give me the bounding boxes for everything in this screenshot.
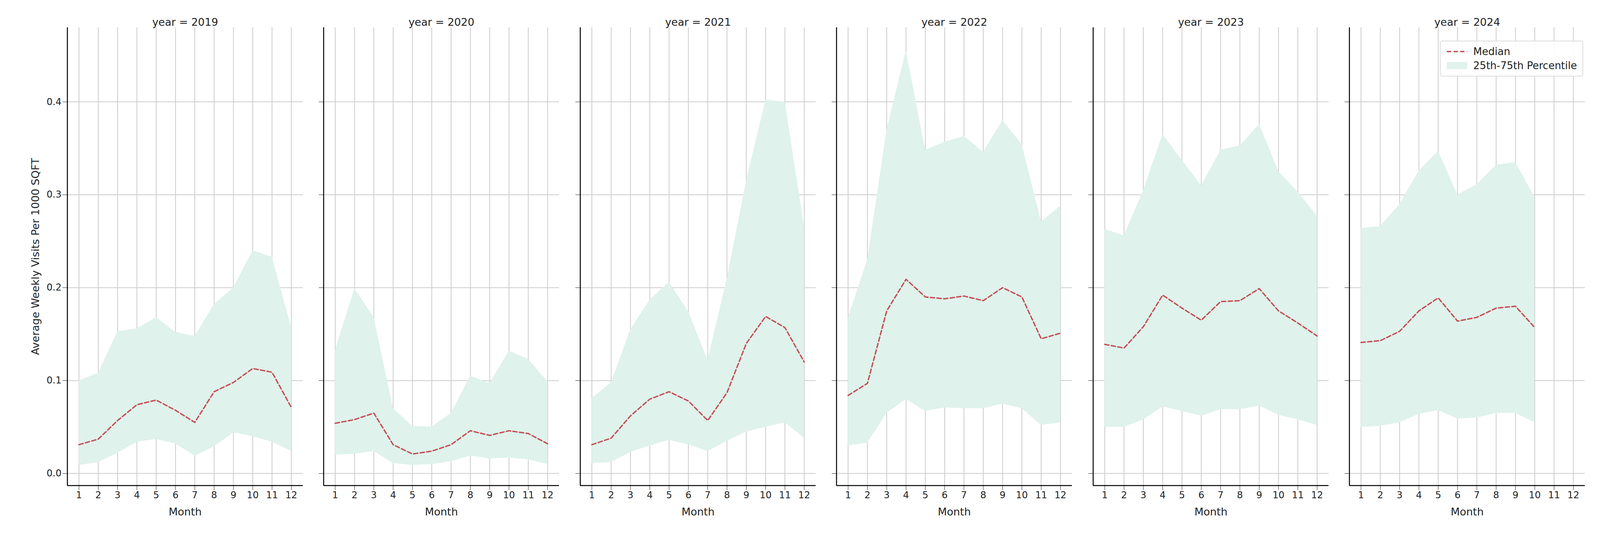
svg-text:11: 11 [522,489,535,501]
svg-text:3: 3 [371,489,377,501]
svg-text:10: 10 [1016,489,1029,501]
svg-text:2: 2 [608,489,615,501]
svg-text:9: 9 [743,489,750,501]
svg-text:Month: Month [1450,505,1484,518]
svg-text:10: 10 [503,489,516,501]
svg-text:8: 8 [980,489,987,501]
svg-text:6: 6 [1198,489,1204,501]
svg-text:1: 1 [1101,489,1108,501]
svg-text:6: 6 [1454,489,1461,501]
svg-text:5: 5 [666,489,672,501]
svg-text:7: 7 [1473,489,1480,501]
svg-text:10: 10 [759,489,772,501]
svg-text:9: 9 [999,489,1006,501]
svg-text:5: 5 [1435,489,1442,501]
svg-text:3: 3 [627,489,634,501]
html-text:Median: Median [1473,45,1511,58]
svg-text:5: 5 [1178,489,1185,501]
svg-text:year = 2019: year = 2019 [152,16,219,29]
svg-text:2: 2 [1377,489,1384,501]
svg-text:11: 11 [266,489,279,501]
svg-text:3: 3 [883,489,890,501]
svg-text:8: 8 [210,489,217,501]
svg-text:8: 8 [467,489,474,501]
svg-text:6: 6 [172,489,179,501]
svg-text:0.0: 0.0 [46,467,62,479]
svg-text:7: 7 [960,489,967,501]
svg-text:year = 2021: year = 2021 [664,16,731,29]
svg-text:12: 12 [798,489,811,501]
svg-text:Month: Month [168,505,202,518]
svg-text:6: 6 [685,489,692,501]
svg-text:4: 4 [1416,489,1422,501]
svg-text:8: 8 [1236,489,1243,501]
svg-text:12: 12 [285,489,298,501]
svg-text:Month: Month [681,505,715,518]
svg-text:year = 2024: year = 2024 [1434,16,1501,29]
svg-text:9: 9 [230,489,237,501]
svg-text:Month: Month [937,505,972,518]
svg-text:Month: Month [425,505,459,518]
svg-text:Month: Month [1194,505,1228,518]
svg-text:10: 10 [1272,489,1285,501]
svg-text:11: 11 [1291,489,1304,501]
svg-text:7: 7 [191,489,198,501]
svg-text:12: 12 [1567,489,1580,501]
svg-text:5: 5 [153,489,159,501]
svg-text:1: 1 [588,489,595,501]
svg-text:5: 5 [922,489,929,501]
svg-text:3: 3 [1140,489,1147,501]
svg-text:4: 4 [903,489,909,501]
svg-text:10: 10 [1528,489,1542,501]
svg-text:2: 2 [351,489,358,501]
svg-text:7: 7 [704,489,711,501]
svg-text:4: 4 [390,489,397,501]
svg-text:12: 12 [1310,489,1324,501]
svg-text:11: 11 [1548,489,1561,501]
svg-text:9: 9 [1512,489,1519,501]
svg-text:8: 8 [723,489,730,501]
html-text:25th-75th Percentile: 25th-75th Percentile [1473,59,1577,72]
svg-text:12: 12 [541,489,554,501]
svg-text:2: 2 [864,489,871,501]
svg-text:6: 6 [941,489,948,501]
svg-text:1: 1 [1358,489,1365,501]
svg-text:7: 7 [1217,489,1224,501]
svg-text:1: 1 [845,489,852,501]
svg-text:3: 3 [1396,489,1403,501]
svg-text:6: 6 [428,489,435,501]
svg-text:Average Weekly Visits Per 1000: Average Weekly Visits Per 1000 SQFT [29,157,42,356]
svg-text:12: 12 [1054,489,1067,501]
svg-text:0.3: 0.3 [46,189,62,200]
svg-text:4: 4 [646,489,653,501]
svg-text:3: 3 [114,489,121,501]
svg-text:0.1: 0.1 [46,375,62,386]
svg-text:year = 2020: year = 2020 [408,16,475,29]
svg-text:0.4: 0.4 [46,96,62,108]
svg-text:0.2: 0.2 [46,282,62,293]
svg-text:7: 7 [448,489,454,501]
svg-text:1: 1 [332,489,339,501]
svg-text:4: 4 [1159,489,1166,501]
svg-text:11: 11 [778,489,792,501]
svg-text:4: 4 [133,489,140,501]
svg-text:year = 2022: year = 2022 [921,16,988,29]
svg-text:9: 9 [1256,489,1263,501]
svg-text:9: 9 [486,489,493,501]
svg-text:10: 10 [246,489,259,501]
svg-text:2: 2 [1121,489,1127,501]
svg-text:year = 2023: year = 2023 [1177,16,1244,29]
svg-text:11: 11 [1035,489,1048,501]
svg-text:8: 8 [1492,489,1499,501]
svg-text:2: 2 [95,489,102,501]
svg-text:1: 1 [76,489,83,501]
svg-text:5: 5 [409,489,416,501]
